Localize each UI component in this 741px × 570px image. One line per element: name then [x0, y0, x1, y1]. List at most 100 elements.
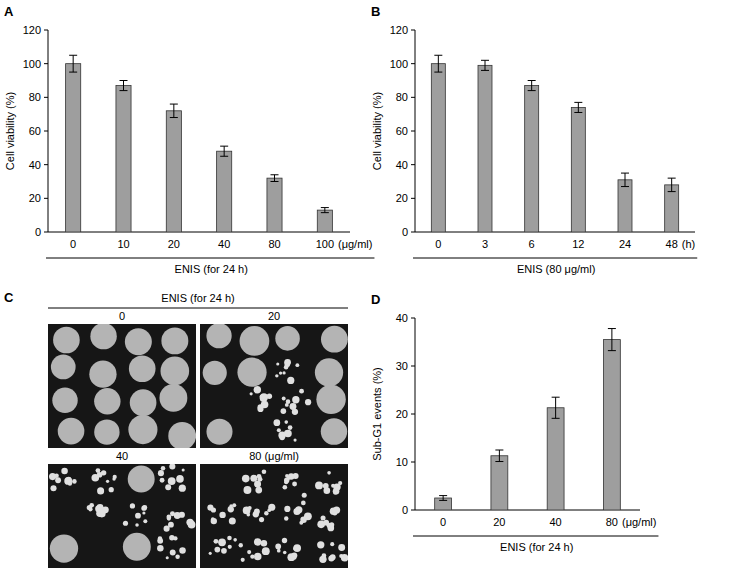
fragment — [291, 553, 297, 559]
x-axis — [415, 232, 695, 233]
nucleus — [94, 388, 120, 414]
image-ground — [200, 464, 348, 568]
y-tick — [411, 318, 415, 319]
fragment — [275, 374, 278, 377]
y-tick-label: 100 — [390, 58, 408, 70]
error-bar — [69, 55, 77, 72]
error-cap — [481, 60, 489, 61]
y-axis-title: Sub-G1 events (%) — [371, 367, 383, 461]
fragment — [123, 521, 128, 526]
y-tick-label: 40 — [29, 159, 41, 171]
fragment — [170, 550, 176, 556]
nucleus — [58, 418, 85, 445]
nucleus — [206, 324, 231, 348]
nucleus — [159, 384, 187, 412]
error-cap — [434, 55, 442, 56]
y-axis-title: Cell viability (%) — [4, 92, 16, 170]
y-tick-label: 10 — [396, 456, 408, 468]
image-label: 20 — [268, 310, 280, 322]
fragment — [157, 545, 164, 552]
error-cap — [69, 55, 77, 56]
panel-1: 020406080100120036122448(h)ENIS (80 μg/m… — [371, 4, 697, 275]
fragment — [211, 507, 216, 512]
fragment — [221, 540, 224, 543]
y-tick — [411, 462, 415, 463]
y-tick — [44, 63, 48, 64]
image-label: 0 — [119, 310, 125, 322]
error-bar — [608, 329, 616, 351]
fragment — [168, 477, 176, 485]
fragment — [169, 464, 175, 469]
bar — [547, 408, 564, 510]
fragment — [228, 545, 232, 549]
fragment — [182, 469, 185, 472]
fragment — [330, 542, 334, 546]
error-cap — [668, 191, 676, 192]
error-line — [531, 81, 532, 91]
error-line — [555, 397, 556, 418]
bar — [525, 86, 539, 232]
fragment — [260, 393, 268, 401]
fragment — [97, 487, 104, 494]
y-tick-label: 80 — [396, 91, 408, 103]
fragment — [284, 420, 288, 424]
y-tick — [411, 164, 415, 165]
x-tick-label: 20 — [168, 238, 180, 250]
image-label: 80 (μg/ml) — [249, 450, 299, 462]
fragment — [282, 538, 287, 543]
fragment — [106, 480, 109, 483]
nucleus — [206, 419, 232, 445]
x-bracket-line — [46, 258, 374, 259]
fragment — [176, 475, 184, 483]
error-cap — [495, 450, 503, 451]
x-axis — [48, 232, 350, 233]
nucleus — [203, 361, 227, 385]
bar — [317, 210, 332, 232]
fragment — [161, 466, 166, 471]
error-line — [443, 496, 444, 501]
error-cap — [574, 112, 582, 113]
error-cap — [170, 117, 178, 118]
fragment — [89, 507, 93, 511]
nucleus — [90, 324, 116, 349]
y-tick-label: 120 — [390, 24, 408, 36]
fragment — [257, 474, 262, 479]
fragment — [160, 478, 165, 483]
fragment — [293, 439, 296, 442]
fragment — [321, 515, 326, 520]
fragment — [55, 477, 61, 483]
panel-images: CENIS (for 24 h)0204080 (μg/ml) — [4, 290, 348, 568]
bar — [66, 64, 81, 232]
y-tick-label: 0 — [402, 226, 408, 238]
title-line — [48, 308, 348, 309]
error-line — [224, 146, 225, 156]
fragment — [229, 517, 236, 524]
y-tick-label: 80 — [29, 91, 41, 103]
fragment — [330, 554, 336, 560]
x-tick-label: 40 — [550, 516, 562, 528]
error-bar — [220, 146, 228, 156]
fragment — [89, 503, 94, 508]
error-cap — [439, 495, 447, 496]
micrograph — [48, 323, 196, 450]
fragment — [250, 475, 257, 482]
error-bar — [271, 175, 279, 182]
fragment — [130, 503, 135, 508]
y-tick-label: 40 — [396, 159, 408, 171]
error-cap — [321, 212, 329, 213]
error-cap — [271, 174, 279, 175]
cells — [49, 464, 195, 563]
fragment — [254, 386, 261, 393]
fragment — [167, 516, 171, 520]
fragment — [254, 480, 261, 487]
fragment — [179, 547, 186, 554]
nucleus — [237, 358, 266, 387]
y-tick — [44, 131, 48, 132]
fragment — [276, 362, 279, 365]
fragment — [259, 517, 264, 522]
fragment — [89, 508, 92, 511]
fragment — [211, 518, 217, 524]
micrograph — [48, 463, 196, 568]
fragment — [253, 511, 259, 517]
micrograph — [200, 323, 348, 448]
